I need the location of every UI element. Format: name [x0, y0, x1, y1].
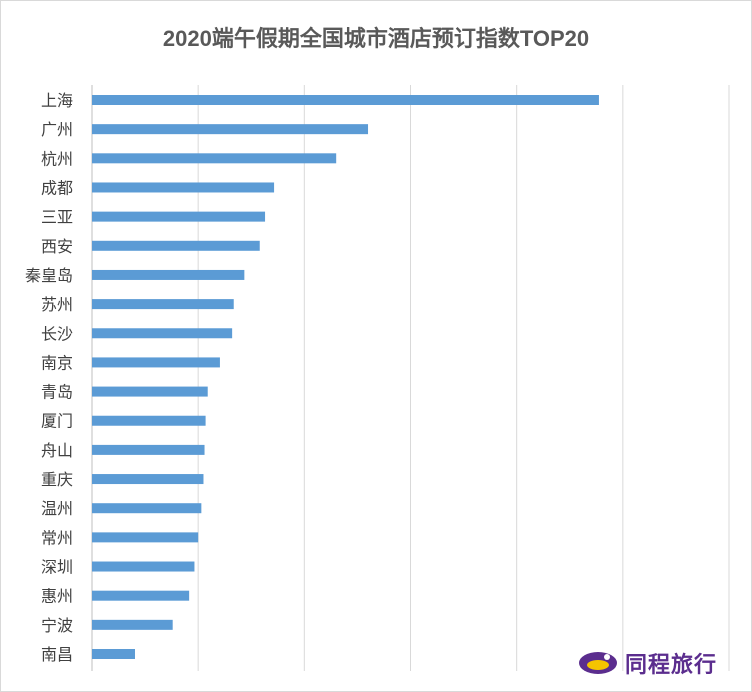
bar: [92, 182, 275, 193]
category-label: 舟山: [41, 441, 73, 460]
category-label: 重庆: [41, 470, 73, 489]
bar: [92, 474, 204, 485]
bar: [92, 561, 195, 572]
bar: [92, 415, 206, 426]
chart-title: 2020端午假期全国城市酒店预订指数TOP20: [162, 26, 590, 51]
category-label: 厦门: [41, 412, 73, 431]
brand-logo: 同程旅行: [577, 646, 717, 680]
category-label: 成都: [41, 178, 73, 197]
category-label: 苏州: [41, 295, 73, 314]
category-label: 惠州: [41, 587, 73, 606]
bar: [92, 590, 190, 601]
category-label: 西安: [41, 237, 73, 256]
bar: [92, 503, 202, 514]
bar: [92, 532, 199, 543]
category-label: 广州: [41, 120, 73, 139]
bar: [92, 240, 260, 251]
bar: [92, 649, 135, 659]
category-label: 南京: [41, 353, 73, 372]
category-label: 上海: [41, 91, 73, 110]
bar: [92, 444, 205, 455]
category-label: 青岛: [41, 383, 73, 402]
bar: [92, 619, 173, 630]
category-label: 深圳: [41, 558, 73, 577]
category-label: 宁波: [41, 616, 73, 635]
brand-name: 同程旅行: [625, 653, 718, 678]
bar: [92, 95, 599, 105]
category-label: 长沙: [41, 324, 73, 343]
bar: [92, 357, 220, 368]
category-label: 温州: [41, 499, 73, 518]
category-label: 常州: [41, 528, 73, 547]
tongcheng-logo-icon: [579, 652, 617, 674]
category-label: 三亚: [41, 208, 73, 227]
bar: [92, 299, 234, 310]
bar: [92, 269, 245, 280]
category-label: 杭州: [41, 149, 73, 168]
bar: [92, 153, 337, 164]
category-label: 南昌: [41, 645, 73, 664]
bar: [92, 124, 369, 135]
bar: [92, 211, 266, 222]
bar: [92, 328, 233, 339]
bar: [92, 386, 208, 397]
category-label: 秦皇岛: [25, 266, 73, 285]
